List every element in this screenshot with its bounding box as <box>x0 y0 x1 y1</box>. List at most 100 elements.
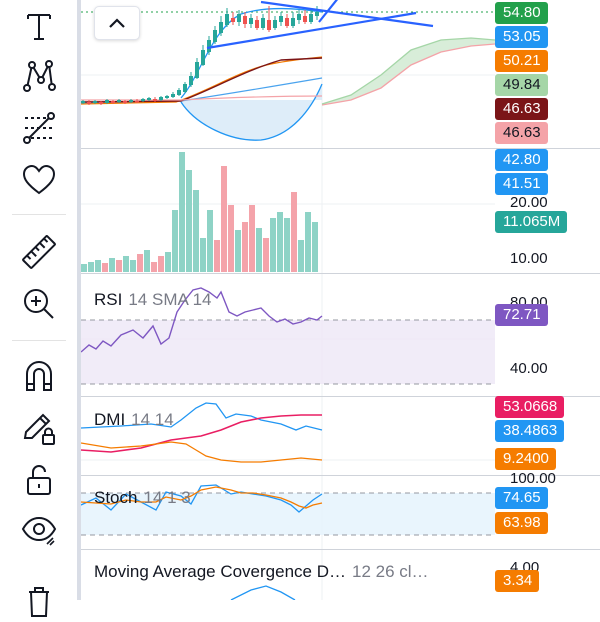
indicator-params: 12 26 cl… <box>352 562 429 581</box>
indicator-name: DMI <box>94 410 126 429</box>
volume-bar <box>277 212 283 272</box>
volume-axis-label: 20.00 <box>510 194 548 211</box>
volume-bar <box>298 240 304 272</box>
zoom-tool[interactable] <box>14 282 64 326</box>
pattern-icon <box>23 60 56 92</box>
favorites-tool[interactable] <box>14 158 64 202</box>
heart-icon <box>22 164 56 195</box>
price-candles <box>81 6 319 105</box>
macd-legend[interactable]: Moving Average Covergence D… 12 26 cl… <box>94 562 429 582</box>
collapse-legend-button[interactable] <box>94 6 140 40</box>
indicator-name: Moving Average Covergence D… <box>94 562 346 581</box>
toolbar-scrollbar[interactable] <box>77 0 81 600</box>
volume-bar <box>158 256 164 272</box>
volume-bar <box>137 254 143 272</box>
dmi-badge: 53.0668 <box>495 396 565 418</box>
eye-icon <box>21 516 57 546</box>
candle-body <box>291 18 295 26</box>
pane-separator[interactable] <box>81 475 600 476</box>
candle-body <box>87 102 91 104</box>
ichimoku-cloud <box>322 38 495 105</box>
pattern-tool[interactable] <box>14 54 64 98</box>
candle-body <box>153 99 157 101</box>
visibility-tool[interactable] <box>14 508 64 552</box>
stoch-badge: 63.98 <box>495 512 548 534</box>
pencil-lock-icon <box>23 413 55 445</box>
pane-separator[interactable] <box>81 148 600 149</box>
candle-body <box>117 100 121 102</box>
indicator-name: Stoch <box>94 488 138 507</box>
stoch-legend[interactable]: Stoch 14 1 3 <box>94 488 191 508</box>
candle-body <box>93 101 97 103</box>
volume-bar <box>249 205 255 272</box>
volume-bar <box>95 260 101 272</box>
candle-body <box>129 100 133 102</box>
volume-bar <box>102 263 108 272</box>
candle-body <box>159 97 163 100</box>
trash-icon <box>29 587 49 617</box>
magnet-tool[interactable] <box>14 354 64 398</box>
candle-body <box>231 18 235 22</box>
pane-separator[interactable] <box>81 273 600 274</box>
chart-canvas[interactable] <box>81 0 600 600</box>
trash-tool[interactable] <box>14 578 64 622</box>
stoch-band <box>81 493 495 535</box>
indicator-params: 14 1 3 <box>143 488 191 507</box>
ruler-icon <box>22 235 56 269</box>
indicator-name: RSI <box>94 290 123 309</box>
candle-body <box>171 94 175 97</box>
volume-bar <box>228 205 234 272</box>
candle-body <box>285 18 289 26</box>
text-tool[interactable] <box>14 4 64 48</box>
fibonacci-icon <box>23 112 55 144</box>
cloud-lower-line <box>321 43 496 106</box>
volume-bar <box>81 264 87 272</box>
candle-body <box>123 101 127 103</box>
lock-all-tool[interactable] <box>14 458 64 502</box>
candle-body <box>135 101 139 103</box>
price-badge: 46.63 <box>495 122 548 144</box>
dmi-minus <box>81 441 323 463</box>
candle-body <box>255 20 259 28</box>
bollinger-fill <box>181 84 322 141</box>
candle-body <box>111 101 115 103</box>
bollinger-lower <box>180 83 323 141</box>
stoch-d <box>81 486 323 509</box>
pane-separator[interactable] <box>81 549 600 550</box>
lock-drawing-tool[interactable] <box>14 406 64 450</box>
candle-body <box>183 84 187 92</box>
volume-bar <box>214 240 220 272</box>
price-badge: 46.63 <box>495 98 548 120</box>
dmi-plus <box>81 402 323 431</box>
candle-body <box>249 18 253 24</box>
dmi-legend[interactable]: DMI 14 14 <box>94 410 174 430</box>
volume-badge: 42.80 <box>495 149 548 171</box>
indicator-params: 14 14 <box>131 410 174 429</box>
dmi-badge: 9.2400 <box>495 448 556 470</box>
pane-separator[interactable] <box>81 396 600 397</box>
candle-body <box>189 76 193 85</box>
toolbar-divider <box>12 214 66 215</box>
volume-bar <box>130 260 136 272</box>
candle-body <box>213 30 217 42</box>
fib-tool[interactable] <box>14 106 64 150</box>
volume-bar <box>123 256 129 272</box>
volume-bar <box>88 262 94 272</box>
candle-body <box>105 100 109 103</box>
candle-body <box>81 101 85 103</box>
candle-body <box>201 50 205 65</box>
candle-body <box>99 102 103 104</box>
price-badge-last: 54.80 <box>495 2 548 24</box>
volume-axis-label: 10.00 <box>510 250 548 267</box>
volume-bar <box>291 192 297 272</box>
indicator-params: 14 SMA 14 <box>128 290 212 309</box>
rsi-legend[interactable]: RSI 14 SMA 14 <box>94 290 212 310</box>
unlock-icon <box>27 465 51 495</box>
volume-bar <box>116 260 122 272</box>
volume-bar <box>207 210 213 272</box>
volume-badge: 11.065M <box>495 211 568 233</box>
volume-bar <box>221 166 227 272</box>
volume-bar <box>256 228 262 272</box>
measure-tool[interactable] <box>14 230 64 274</box>
candle-body <box>243 16 247 24</box>
